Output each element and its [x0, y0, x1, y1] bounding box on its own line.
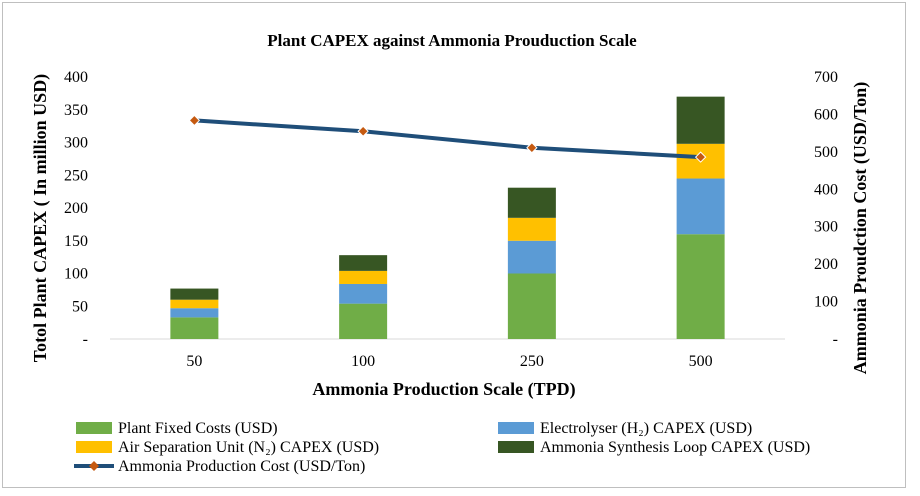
bar-segment-series1-500: [676, 234, 725, 339]
legend-swatch-2: [498, 422, 534, 434]
x-tick-label: 500: [689, 353, 713, 370]
x-tick-label: 50: [186, 353, 202, 370]
legend-label-3: Air Separation Unit (N₂) CAPEX (USD): [118, 439, 379, 456]
y-tick-label: 300: [64, 135, 88, 152]
bar-segment-series2-500: [676, 178, 725, 235]
y2-tick-label: 700: [814, 69, 838, 86]
y-tick-label: 350: [64, 102, 88, 119]
y2-tick-label: 500: [814, 144, 838, 161]
bar-segment-series2-100: [339, 283, 388, 304]
y-axis-title: Totol Plant CAPEX ( In million USD): [30, 74, 51, 362]
legend-label-4: Ammonia Synthesis Loop CAPEX (USD): [540, 439, 810, 456]
y-tick-label: -: [83, 331, 88, 348]
legend-label-2: Electrolyser (H₂) CAPEX (USD): [540, 420, 752, 437]
production-cost-marker-250: [526, 142, 538, 154]
production-cost-marker-50: [188, 114, 201, 127]
bar-segment-series4-250: [507, 187, 556, 218]
bar-segment-series3-250: [507, 217, 556, 241]
x-tick-label: 250: [520, 353, 544, 370]
bar-segment-series3-100: [339, 270, 388, 284]
legend-label-5: Ammonia Production Cost (USD/Ton): [118, 458, 365, 475]
bar-segment-series2-250: [507, 240, 556, 274]
y2-axis-title: Ammonia Proudction Cost (USD/Ton): [850, 82, 871, 375]
x-axis-ticks: 50 100 250 500: [186, 353, 712, 370]
production-cost-marker-500: [694, 151, 707, 163]
y-tick-label: 200: [64, 200, 88, 217]
bar-segment-series4-50: [170, 288, 219, 300]
x-tick-label: 100: [351, 353, 375, 370]
legend: Plant Fixed Costs (USD) Electrolyser (H₂)…: [74, 420, 810, 475]
y2-tick-label: 300: [814, 219, 838, 236]
bar-segment-series1-50: [170, 317, 219, 339]
y-tick-label: 400: [64, 69, 88, 86]
production-cost-marker-100: [357, 125, 369, 137]
x-axis-title: Ammonia Production Scale (TPD): [312, 379, 575, 400]
bar-segment-series4-100: [339, 255, 388, 271]
y2-tick-label: -: [833, 331, 838, 348]
bar-segment-series3-50: [170, 299, 219, 309]
y2-tick-label: 600: [814, 106, 838, 123]
y-tick-label: 100: [64, 266, 88, 283]
y2-tick-label: 100: [814, 294, 838, 311]
legend-marker-swatch: [89, 461, 99, 471]
chart-frame: [2, 2, 906, 488]
bar-segment-series1-100: [339, 303, 388, 339]
y2-tick-label: 400: [814, 181, 838, 198]
legend-swatch-4: [498, 441, 534, 453]
y-tick-label: 250: [64, 167, 88, 184]
legend-swatch-1: [76, 422, 112, 434]
legend-swatch-3: [76, 441, 112, 453]
production-cost-line: [194, 118, 701, 160]
bar-segment-series1-250: [507, 273, 556, 339]
y-tick-label: 50: [72, 298, 88, 315]
line-series: [188, 114, 707, 163]
bar-segment-series4-500: [676, 96, 725, 144]
bar-segment-series2-50: [170, 308, 219, 318]
bar-series: [170, 96, 725, 339]
y-axis-ticks: - 50 100 150 200 250 300 350 400: [64, 69, 88, 348]
chart-title: Plant CAPEX against Ammonia Prouduction …: [267, 31, 637, 50]
y-tick-label: 150: [64, 233, 88, 250]
y2-tick-label: 200: [814, 256, 838, 273]
y2-axis-ticks: - 100 200 300 400 500 600 700: [814, 69, 838, 348]
legend-label-1: Plant Fixed Costs (USD): [118, 420, 278, 437]
